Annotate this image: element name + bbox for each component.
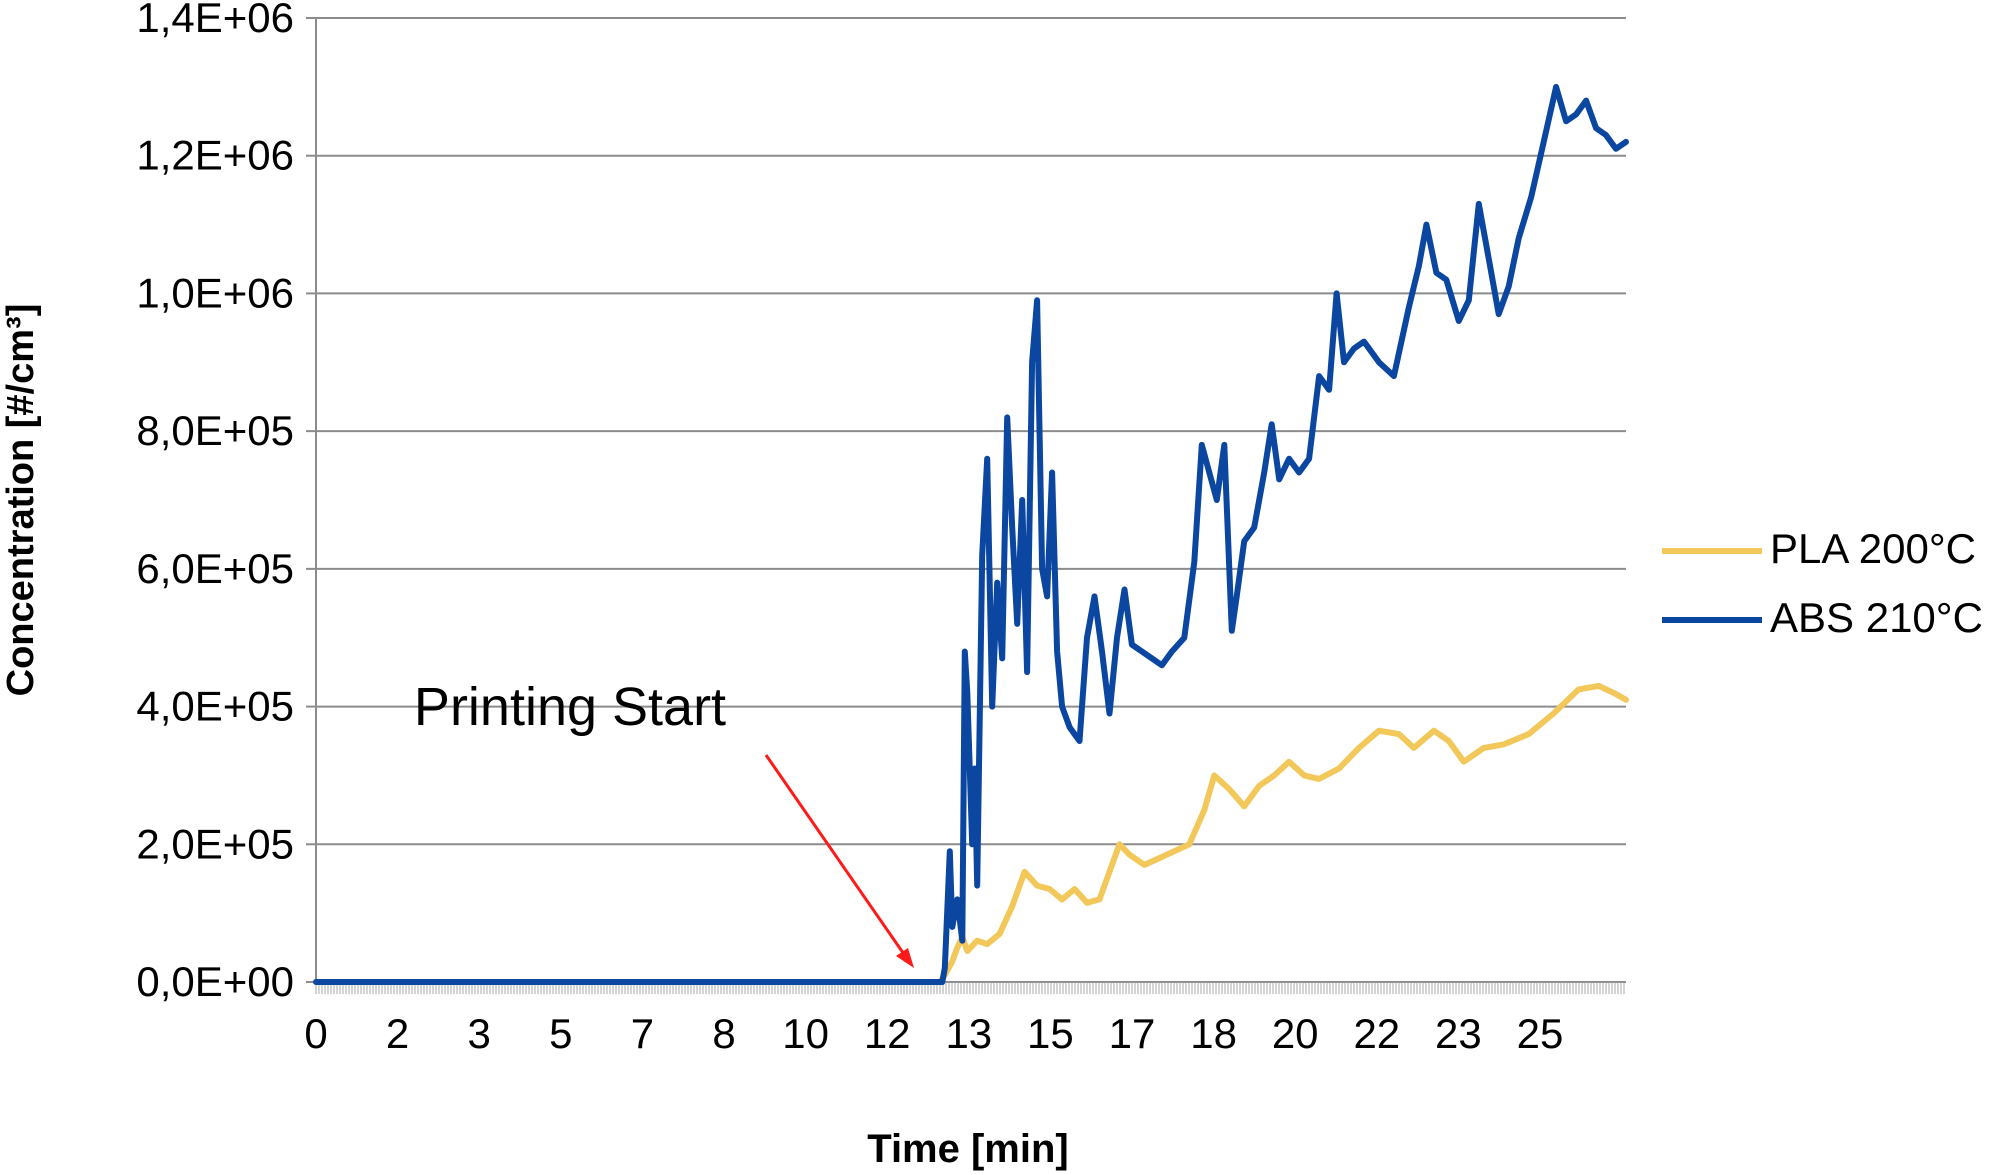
annotation: Printing Start [414,677,914,968]
y-tick-label: 1,2E+06 [136,132,294,179]
x-tick-label: 12 [864,1010,911,1057]
x-tick-label: 23 [1435,1010,1482,1057]
y-tick-label: 6,0E+05 [136,545,294,592]
annotation-text: Printing Start [414,677,726,737]
y-tick-label: 1,0E+06 [136,269,294,316]
x-tick-label: 20 [1272,1010,1319,1057]
y-tick-label: 4,0E+05 [136,683,294,730]
x-tick-label: 5 [549,1010,572,1057]
y-axis-label: Concentration [#/cm³] [0,304,42,697]
x-tick-label: 15 [1027,1010,1074,1057]
x-tick-label: 3 [468,1010,491,1057]
x-tick-label: 8 [712,1010,735,1057]
y-tick-label: 2,0E+05 [136,820,294,867]
x-tick-label: 13 [945,1010,992,1057]
series-lines [313,83,1629,985]
x-tick-label: 25 [1517,1010,1564,1057]
x-minor-ticks [315,982,1625,994]
x-tick-label: 2 [386,1010,409,1057]
series-line [313,83,1629,985]
x-tick-label: 0 [304,1010,327,1057]
x-tick-label: 10 [782,1010,829,1057]
x-tick-label: 17 [1109,1010,1156,1057]
y-tick-label: 8,0E+05 [136,407,294,454]
annotation-arrowhead [896,948,914,968]
legend: PLA 200°C ABS 210°C [1662,525,1983,641]
gridlines [316,17,1626,846]
legend-entry: ABS 210°C [1770,594,1983,641]
series-line [313,682,1629,985]
x-tick-label: 7 [631,1010,654,1057]
legend-entry: PLA 200°C [1770,525,1976,572]
x-tick-label: 18 [1190,1010,1237,1057]
y-tick-label: 0,0E+00 [136,958,294,1005]
x-tick-label: 22 [1353,1010,1400,1057]
y-tick-label: 1,4E+06 [136,0,294,41]
annotation-arrow [764,754,910,961]
x-axis-label: Time [min] [867,1127,1069,1171]
axes: 0,0E+00 2,0E+05 4,0E+05 6,0E+05 8,0E+05 1,0E+… [136,0,1626,1057]
